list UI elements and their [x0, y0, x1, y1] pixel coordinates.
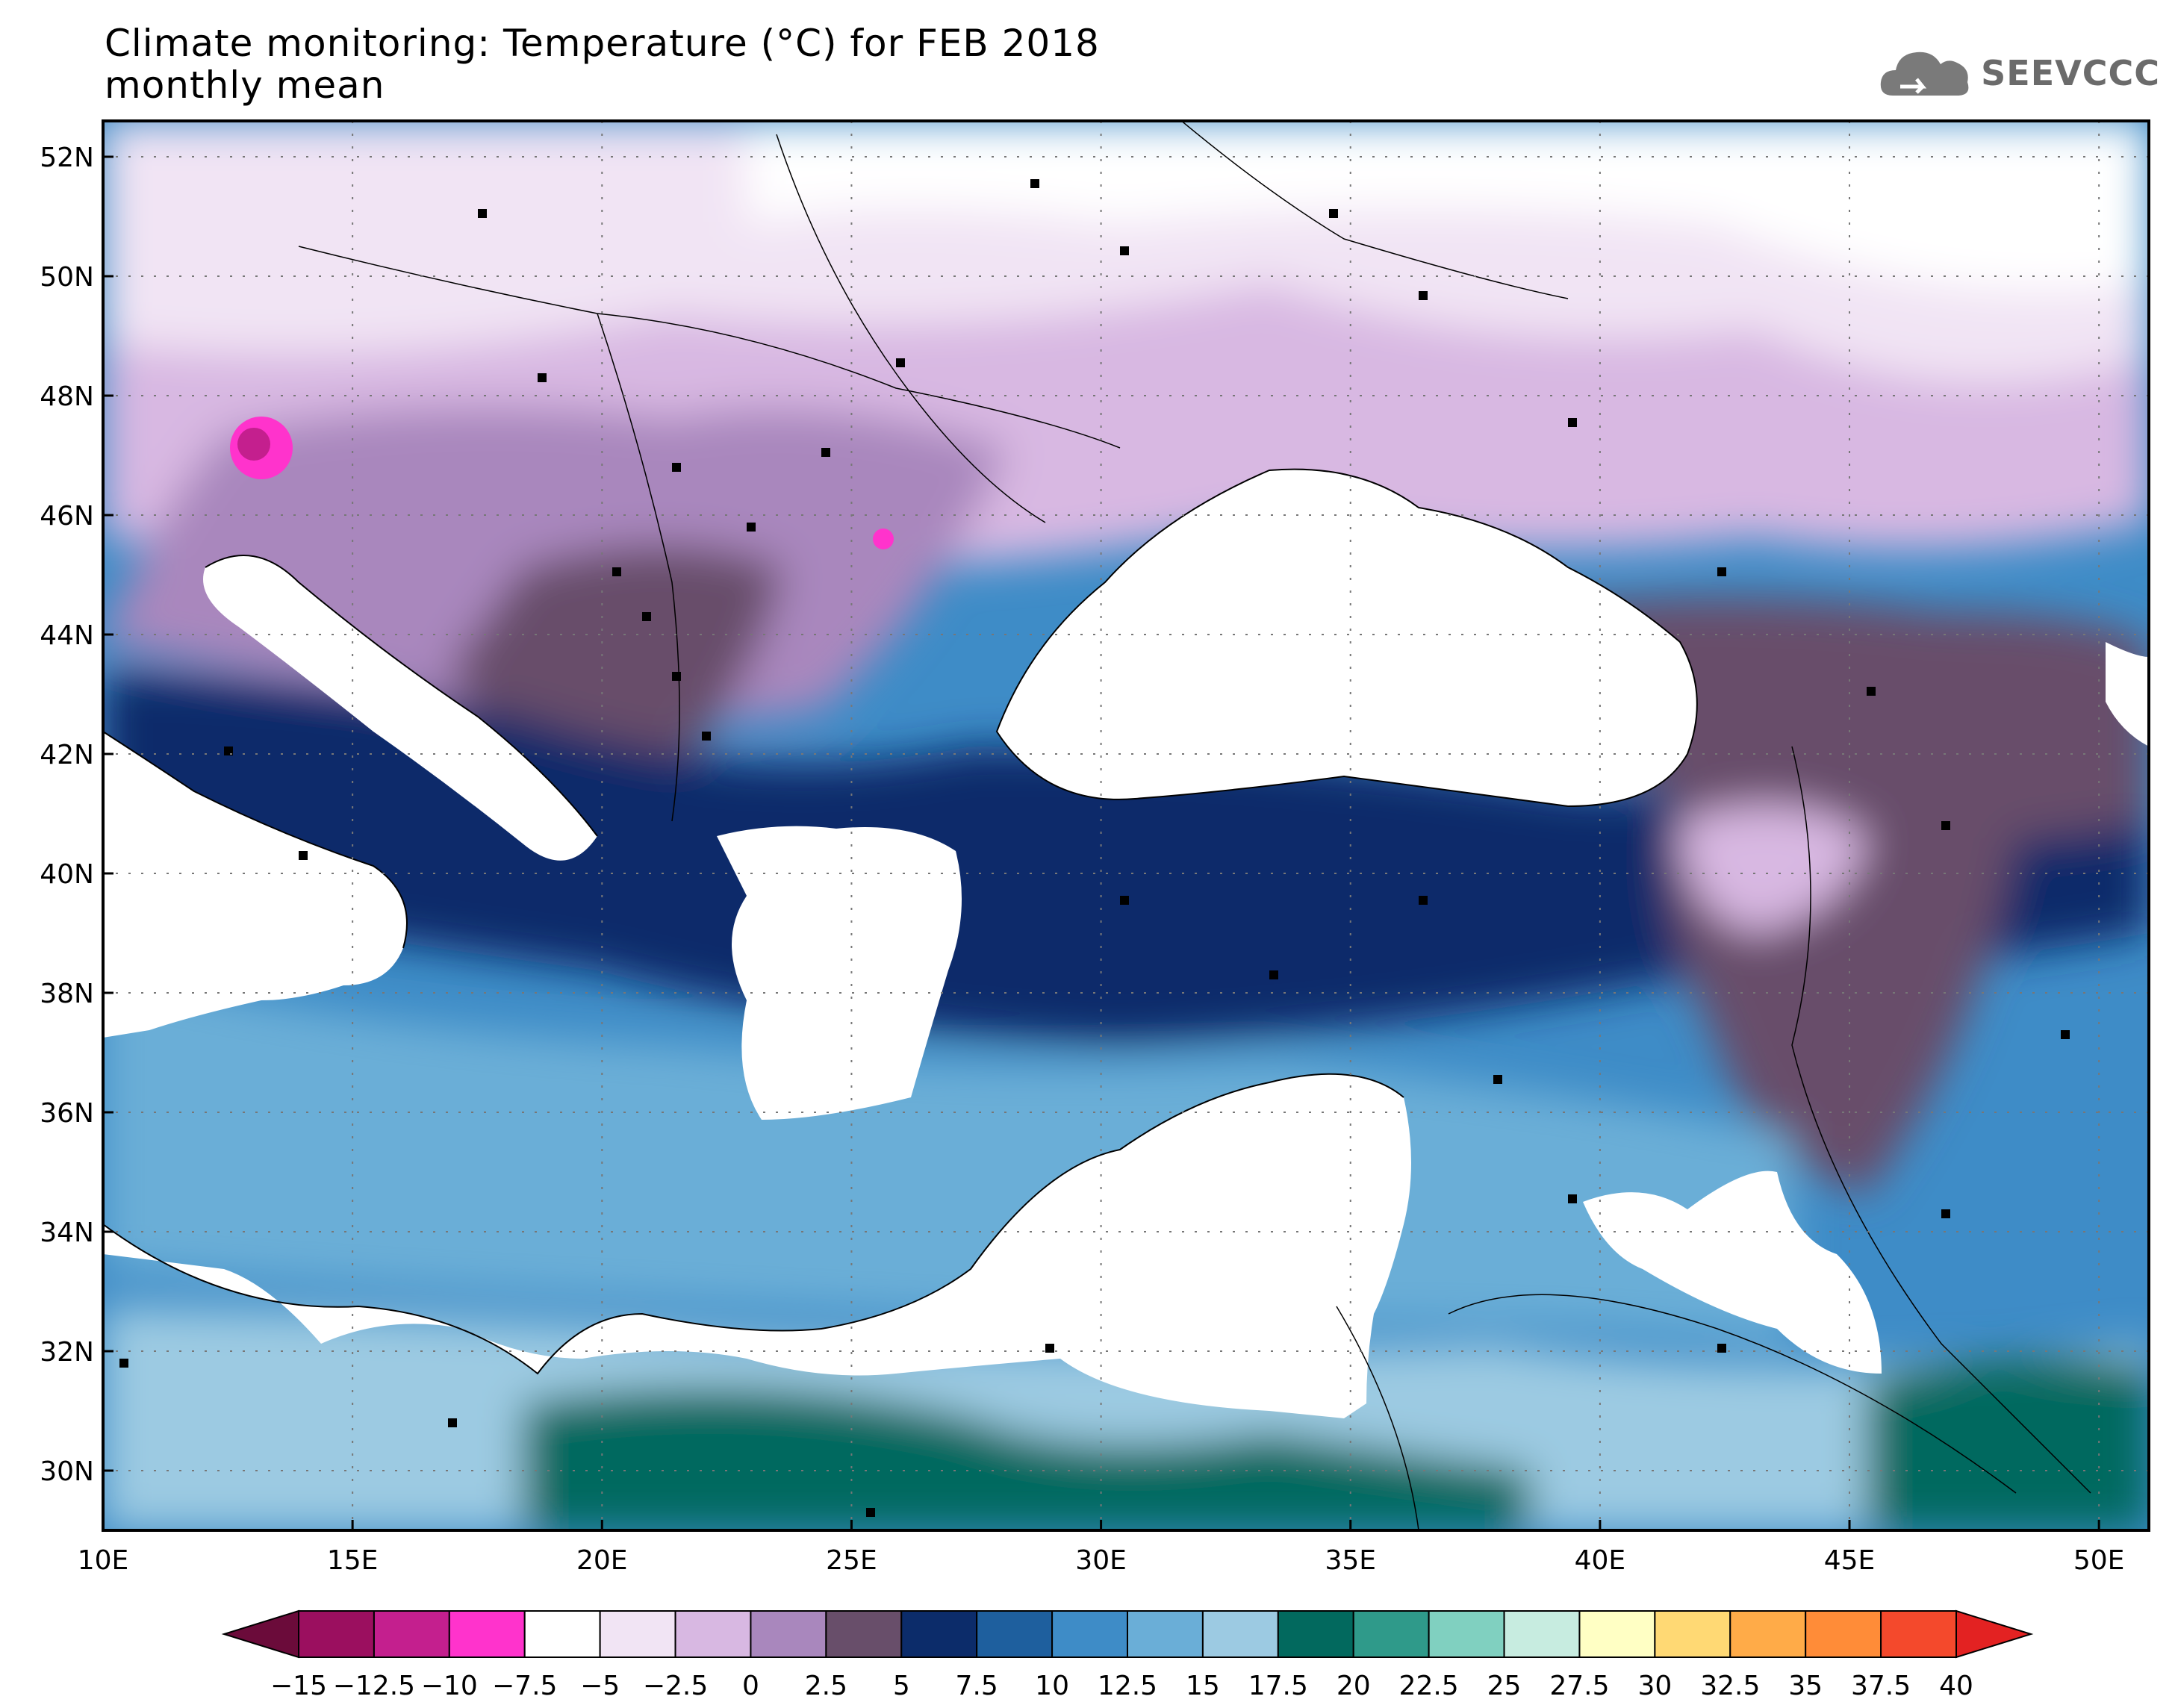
y-tick-label: 30N: [40, 1456, 94, 1487]
colorbar-swatch: [1051, 1610, 1129, 1658]
x-tick-label: 15E: [327, 1545, 379, 1576]
y-tick-label: 42N: [40, 740, 94, 770]
colorbar-label: 32.5: [1700, 1671, 1760, 1701]
colorbar: −15 −12.5 −10 −7.5 −5 −2.5 0 2.5 5 7.5 10 12.5 15 17.…: [221, 1609, 2034, 1701]
colorbar-swatch: [1805, 1610, 1882, 1658]
x-tick-label: 50E: [2073, 1545, 2125, 1576]
cloud-icon: [1880, 52, 1969, 96]
colorbar-swatch: [900, 1610, 978, 1658]
title-line-1: Climate monitoring: Temperature (°C) for…: [105, 22, 1100, 65]
y-tick-label: 46N: [40, 501, 94, 532]
colorbar-low-arrow: [221, 1609, 299, 1659]
colorbar-swatch: [373, 1610, 450, 1658]
temperature-field: [103, 121, 2149, 1530]
y-tick-label: 44N: [40, 620, 94, 651]
colorbar-label: 37.5: [1851, 1671, 1911, 1701]
colorbar-label: −15: [270, 1671, 327, 1701]
country-borders: [298, 121, 2091, 1530]
colorbar-swatch: [674, 1610, 752, 1658]
colorbar-high-arrow: [1955, 1609, 2034, 1659]
sea-mask: [103, 469, 2149, 1418]
colorbar-label: 0: [742, 1671, 759, 1701]
station-markers: [119, 179, 2070, 1517]
x-tick-label: 40E: [1575, 1545, 1626, 1576]
colorbar-swatch: [1352, 1610, 1430, 1658]
colorbar-label: −2.5: [643, 1671, 708, 1701]
colorbar-swatch: [750, 1610, 827, 1658]
y-tick-label: 36N: [40, 1098, 94, 1129]
x-tick-label: 30E: [1075, 1545, 1127, 1576]
colorbar-label: 40: [1939, 1671, 1973, 1701]
colorbar-label: −7.5: [492, 1671, 557, 1701]
colorbar-label: 30: [1637, 1671, 1672, 1701]
x-tick-label: 45E: [1824, 1545, 1876, 1576]
colorbar-label: 17.5: [1248, 1671, 1308, 1701]
colorbar-swatch: [298, 1610, 375, 1658]
x-tick-label: 35E: [1325, 1545, 1376, 1576]
colorbar-swatch: [825, 1610, 903, 1658]
y-axis-ticks: 52N 50N 48N 46N 44N 42N 40N 38N 36N 34N 32N 30N: [40, 143, 113, 1487]
colorbar-swatch: [448, 1610, 526, 1658]
logo-text: SEEVCCC: [1981, 53, 2160, 93]
title-line-2: monthly mean: [105, 63, 385, 107]
colorbar-swatch: [1127, 1610, 1204, 1658]
y-tick-label: 50N: [40, 262, 94, 293]
colorbar-swatch: [1277, 1610, 1354, 1658]
colorbar-swatch: [1654, 1610, 1731, 1658]
colorbar-label: −12.5: [333, 1671, 415, 1701]
colorbar-label: 2.5: [805, 1671, 847, 1701]
y-tick-label: 38N: [40, 979, 94, 1009]
colorbar-swatch: [976, 1610, 1054, 1658]
x-axis-ticks: 10E 15E 20E 25E 30E 35E 40E 45E 50E: [78, 1520, 2125, 1576]
y-tick-label: 40N: [40, 859, 94, 890]
y-tick-label: 52N: [40, 143, 94, 173]
colorbar-label: 15: [1186, 1671, 1220, 1701]
colorbar-swatch: [1578, 1610, 1656, 1658]
colorbar-label: 5: [893, 1671, 910, 1701]
chart-title: Climate monitoring: Temperature (°C) for…: [105, 22, 1100, 106]
colorbar-label: 22.5: [1399, 1671, 1459, 1701]
coastlines: [103, 468, 1698, 1375]
y-tick-label: 34N: [40, 1218, 94, 1248]
colorbar-swatch: [1503, 1610, 1581, 1658]
colorbar-label: 20: [1337, 1671, 1371, 1701]
colorbar-label: −5: [580, 1671, 620, 1701]
colorbar-label: 27.5: [1549, 1671, 1609, 1701]
colorbar-swatch: [1428, 1610, 1505, 1658]
colorbar-label: 25: [1487, 1671, 1522, 1701]
colorbar-swatch: [523, 1610, 601, 1658]
colorbar-swatch: [599, 1610, 676, 1658]
colorbar-swatch: [1201, 1610, 1279, 1658]
x-tick-label: 20E: [576, 1545, 628, 1576]
colorbar-swatch: [1880, 1610, 1957, 1658]
x-tick-label: 25E: [826, 1545, 877, 1576]
colorbar-swatch: [1729, 1610, 1807, 1658]
plot-frame: [102, 119, 2150, 1532]
seevccc-logo: SEEVCCC: [1878, 43, 2160, 103]
colorbar-label: −10: [421, 1671, 478, 1701]
colorbar-label: 12.5: [1098, 1671, 1157, 1701]
colorbar-label: 7.5: [956, 1671, 998, 1701]
y-tick-label: 32N: [40, 1337, 94, 1368]
colorbar-label: 10: [1035, 1671, 1069, 1701]
colorbar-label: 35: [1788, 1671, 1823, 1701]
x-tick-label: 10E: [78, 1545, 129, 1576]
y-tick-label: 48N: [40, 381, 94, 412]
